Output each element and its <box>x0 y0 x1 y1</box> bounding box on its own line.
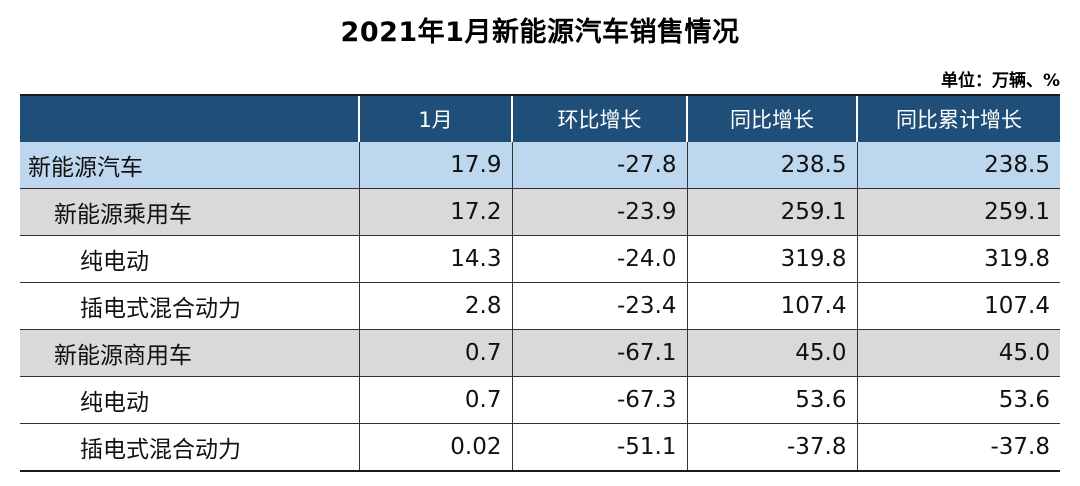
table-body: 新能源汽车 17.9 -27.8 238.5 238.5 新能源乘用车 17.2 -23.9 2… <box>20 142 1060 472</box>
header-cell-category <box>20 94 359 142</box>
header-cell-january: 1月 <box>358 94 512 142</box>
cell-january: 17.2 <box>358 188 512 236</box>
row-label: 纯电动 <box>20 376 359 424</box>
table-row: 纯电动 14.3 -24.0 319.8 319.8 <box>20 235 1060 283</box>
cell-mom-growth: -67.1 <box>511 329 687 377</box>
cell-january: 14.3 <box>358 235 512 283</box>
table-row: 插电式混合动力 0.02 -51.1 -37.8 -37.8 <box>20 423 1060 472</box>
cell-yoy-growth: 45.0 <box>686 329 857 377</box>
cell-ytd-yoy-growth: 238.5 <box>856 142 1060 189</box>
row-label: 纯电动 <box>20 235 359 283</box>
cell-mom-growth: -51.1 <box>511 423 687 472</box>
cell-ytd-yoy-growth: 107.4 <box>856 282 1060 330</box>
cell-mom-growth: -24.0 <box>511 235 687 283</box>
cell-yoy-growth: 53.6 <box>686 376 857 424</box>
sales-table: 1月 环比增长 同比增长 同比累计增长 新能源汽车 17.9 -27.8 238.5 2… <box>20 94 1060 472</box>
table-row: 新能源汽车 17.9 -27.8 238.5 238.5 <box>20 142 1060 189</box>
cell-ytd-yoy-growth: 53.6 <box>856 376 1060 424</box>
cell-january: 0.7 <box>358 376 512 424</box>
header-cell-yoy-growth: 同比增长 <box>686 94 857 142</box>
header-row: 1月 环比增长 同比增长 同比累计增长 <box>20 94 1060 142</box>
cell-yoy-growth: 107.4 <box>686 282 857 330</box>
page-title: 2021年1月新能源汽车销售情况 <box>340 17 740 48</box>
table-row: 新能源乘用车 17.2 -23.9 259.1 259.1 <box>20 188 1060 236</box>
cell-january: 2.8 <box>358 282 512 330</box>
cell-yoy-growth: 238.5 <box>686 142 857 189</box>
table-row: 插电式混合动力 2.8 -23.4 107.4 107.4 <box>20 282 1060 330</box>
cell-mom-growth: -67.3 <box>511 376 687 424</box>
row-label: 插电式混合动力 <box>20 423 359 472</box>
table-row: 纯电动 0.7 -67.3 53.6 53.6 <box>20 376 1060 424</box>
cell-ytd-yoy-growth: 45.0 <box>856 329 1060 377</box>
header-cell-ytd-yoy-growth: 同比累计增长 <box>856 94 1060 142</box>
cell-yoy-growth: 319.8 <box>686 235 857 283</box>
cell-ytd-yoy-growth: -37.8 <box>856 423 1060 472</box>
cell-ytd-yoy-growth: 259.1 <box>856 188 1060 236</box>
cell-yoy-growth: -37.8 <box>686 423 857 472</box>
unit-note: 单位：万辆、% <box>940 71 1060 91</box>
cell-mom-growth: -23.4 <box>511 282 687 330</box>
row-label: 插电式混合动力 <box>20 282 359 330</box>
cell-yoy-growth: 259.1 <box>686 188 857 236</box>
cell-january: 0.7 <box>358 329 512 377</box>
row-label: 新能源乘用车 <box>20 188 359 236</box>
cell-ytd-yoy-growth: 319.8 <box>856 235 1060 283</box>
cell-january: 0.02 <box>358 423 512 472</box>
row-label: 新能源汽车 <box>20 142 359 189</box>
row-label: 新能源商用车 <box>20 329 359 377</box>
cell-january: 17.9 <box>358 142 512 189</box>
cell-mom-growth: -27.8 <box>511 142 687 189</box>
cell-mom-growth: -23.9 <box>511 188 687 236</box>
header-cell-mom-growth: 环比增长 <box>511 94 687 142</box>
table-row: 新能源商用车 0.7 -67.1 45.0 45.0 <box>20 329 1060 377</box>
